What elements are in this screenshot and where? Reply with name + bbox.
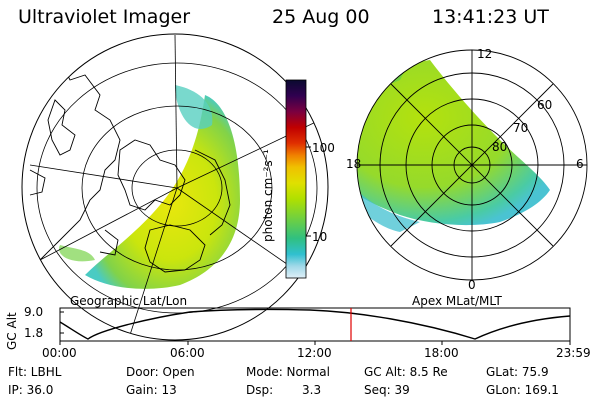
aurora-emission-geo — [85, 95, 240, 289]
mlt-label-12: 12 — [477, 47, 493, 61]
geo-frame — [21, 33, 329, 341]
colorbar-unit-label: photon cm⁻²s⁻¹ — [261, 149, 275, 242]
mode-info: Mode: Normal — [246, 365, 330, 379]
ip-info: IP: 36.0 — [8, 383, 54, 397]
lat-label-80: 80 — [492, 140, 508, 154]
lat-label-70: 70 — [513, 121, 529, 135]
colorbar-tick-10: 10 — [312, 230, 328, 244]
mlt-label-18: 18 — [346, 157, 362, 171]
filter-info: Flt: LBHL — [8, 365, 62, 379]
colorbar — [286, 80, 306, 278]
glon-info: GLon: 169.1 — [486, 383, 559, 397]
seq-info: Seq: 39 — [364, 383, 410, 397]
date-label: 25 Aug 00 — [272, 6, 370, 28]
time-label: 13:41:23 UT — [432, 6, 549, 28]
altitude-ytick-1: 1.8 — [24, 326, 44, 340]
geo-grid — [29, 34, 321, 336]
altitude-xtick-3: 18:00 — [424, 346, 459, 360]
altitude-plot — [59, 307, 571, 345]
altitude-xtick-2: 12:00 — [297, 346, 332, 360]
lat-label-60: 60 — [537, 98, 553, 112]
altitude-xtick-1: 06:00 — [170, 346, 205, 360]
mlt-label-0: 0 — [468, 278, 476, 292]
dsp-label: Dsp: — [246, 383, 274, 397]
aurora-emission-mag — [357, 60, 550, 226]
mag-grid — [356, 49, 588, 281]
geographic-map — [29, 34, 321, 336]
instrument-title: Ultraviolet Imager — [18, 6, 191, 28]
altitude-xtick-0: 00:00 — [42, 346, 77, 360]
glat-info: GLat: 75.9 — [486, 365, 549, 379]
gc-alt-info: GC Alt: 8.5 Re — [364, 365, 448, 379]
altitude-curve — [59, 308, 571, 340]
door-info: Door: Open — [126, 365, 195, 379]
mag-panel-label: Apex MLat/MLT — [412, 294, 502, 308]
altitude-ytick-9: 9.0 — [24, 305, 44, 319]
altitude-ylabel: GC Alt — [5, 312, 19, 350]
geo-panel-label: Geographic Lat/Lon — [70, 294, 188, 308]
dsp-value: 3.3 — [302, 383, 322, 397]
gain-info: Gain: 13 — [126, 383, 177, 397]
colorbar-tick-100: 100 — [312, 141, 335, 155]
mlt-label-6: 6 — [576, 157, 584, 171]
altitude-xtick-4: 23:59 — [556, 346, 591, 360]
